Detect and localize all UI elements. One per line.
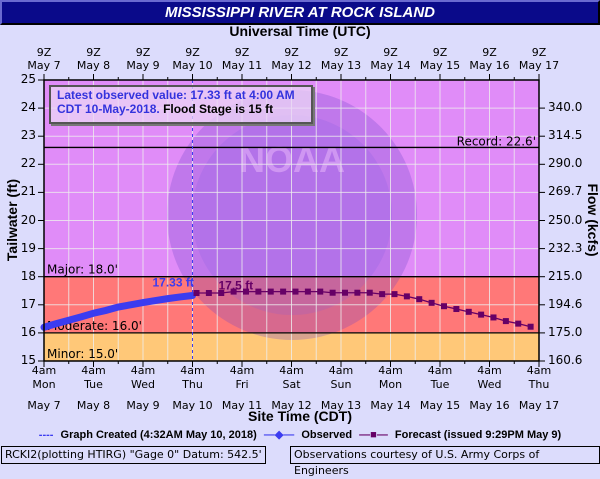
left-tick-label: 22 [20,156,36,171]
bottom-tick-label: 4am Fri May 11 [221,364,263,412]
forecast-point [515,320,522,327]
forecast-point [193,289,200,296]
right-tick-label: 269.7 [548,184,583,199]
left-tick-label: 23 [20,128,36,143]
record-label: Record: 22.6' [457,134,536,148]
legend-forecast: Forecast (issued 9:29PM May 9) [394,429,562,441]
observed-series [40,292,196,331]
right-tick-label: 250.0 [548,212,583,227]
forecast-point [366,289,373,296]
legend: ---- Graph Created (4:32AM May 10, 2018)… [0,428,600,441]
bottom-tick-label: 4am Tue May 8 [76,364,111,412]
top-tick-label: 9Z May 15 [419,46,461,72]
hydrograph-plot: NOAA Record: 22.6'Major: 18.0'Moderate: 1… [38,74,545,367]
right-tick-label: 175.0 [548,324,583,339]
bottom-tick-label: 4am Thu May 10 [172,364,213,412]
left-tick-label: 24 [20,100,36,115]
bottom-tick-label: 4am Mon May 7 [27,364,61,412]
major-label: Major: 18.0' [47,263,118,277]
forecast-point [478,311,485,318]
right-tick-label: 290.0 [548,156,583,171]
left-tick-label: 25 [20,72,36,86]
left-tick-label: 16 [20,324,36,339]
right-tick-label: 340.0 [548,100,583,115]
left-tick-label: 19 [20,240,36,255]
top-tick-label: 9Z May 17 [518,46,560,72]
flood-stage-text: Flood Stage is 15 ft [163,102,274,116]
bottom-tick-label: 4am Mon May 14 [370,364,411,412]
forecast-point [329,289,336,296]
left-tick-label: 15 [20,353,36,367]
right-tick-label: 160.6 [548,353,583,367]
forecast-line-icon: —■— [359,429,388,441]
left-tick-label: 18 [20,268,36,283]
right-tick-label: 215.0 [548,268,583,283]
latest-observation-box: Latest observed value: 17.33 ft at 4:00 … [49,85,313,124]
top-tick-label: 9Z May 14 [370,46,411,72]
forecast-point [391,291,398,298]
bottom-tick-label: 4am Wed May 16 [469,364,510,412]
dashed-line-icon: ---- [38,429,54,441]
forecast-point [304,288,311,295]
forecast-point [267,288,274,295]
forecast-point [342,289,348,296]
legend-observed: Observed [301,429,353,441]
bottom-tick-label: 4am Sun May 13 [320,364,362,412]
bottom-axis-title: Site Time (CDT) [248,408,352,424]
forecast-point [280,288,287,295]
forecast-value-label: 17.5 ft [219,279,254,293]
left-tick-label: 21 [20,184,36,199]
forecast-point [230,288,237,295]
forecast-point [243,288,249,295]
gage-datum-info: RCKI2(plotting HTIRG) "Gage 0" Datum: 54… [1,446,266,464]
top-tick-label: 9Z May 10 [172,46,213,72]
top-tick-label: 9Z May 9 [126,46,160,72]
bottom-tick-label: 4am Tue May 15 [419,364,461,412]
observed-value-label: 17.33 ft [153,276,194,290]
forecast-point [527,323,534,330]
top-tick-label: 9Z May 8 [76,46,111,72]
top-tick-label: 9Z May 11 [221,46,263,72]
forecast-point [441,303,447,310]
forecast-point [453,306,460,313]
info-line-1: Latest observed value: 17.33 ft at 4:00 … [57,88,295,102]
bottom-tick-label: 4am Sat May 12 [271,364,312,412]
info-date: CDT 10-May-2018. [57,102,160,116]
chart-title: MISSISSIPPI RIVER AT ROCK ISLAND [0,0,600,25]
top-tick-label: 9Z May 16 [469,46,510,72]
left-tick-label: 17 [20,296,36,311]
right-tick-label: 232.3 [548,240,583,255]
observations-credit: Observations courtesy of U.S. Army Corps… [290,446,600,477]
top-tick-label: 9Z May 13 [320,46,362,72]
forecast-point [465,308,472,315]
forecast-point [502,318,509,325]
forecast-point [490,314,497,321]
forecast-series [196,290,531,328]
bottom-tick-label: 4am Thu May 17 [518,364,560,412]
forecast-point [255,288,262,295]
top-tick-label: 9Z May 7 [27,46,61,72]
minor-label: Minor: 15.0' [47,347,118,361]
forecast-point [317,288,324,295]
forecast-point [218,289,225,296]
right-tick-label: 314.5 [548,128,583,143]
top-tick-label: 9Z May 12 [271,46,312,72]
top-axis-title: Universal Time (UTC) [229,23,371,39]
bottom-tick-label: 4am Wed May 9 [126,364,160,412]
observed-line-icon: —◆— [263,429,295,441]
forecast-point [292,288,299,295]
forecast-point [354,289,361,296]
legend-graph-created: Graph Created (4:32AM May 10, 2018) [60,429,257,441]
forecast-point [205,289,212,296]
forecast-point [428,299,435,306]
forecast-point [379,291,386,298]
forecast-point [403,293,410,300]
right-tick-label: 194.6 [548,296,583,311]
forecast-point [416,296,423,303]
left-tick-label: 20 [20,212,36,227]
